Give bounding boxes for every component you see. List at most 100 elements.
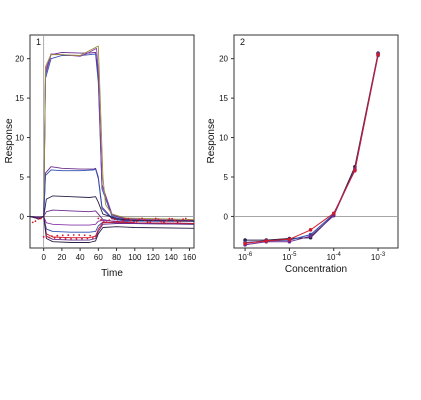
noise-marker [102, 221, 105, 223]
noise-marker [138, 218, 141, 221]
noise-marker [42, 236, 45, 238]
x-tick-label: 10-4 [327, 252, 342, 262]
y-tick-label: 10 [219, 134, 228, 143]
x-tick-label: 80 [112, 253, 121, 262]
noise-marker [157, 218, 160, 221]
data-point [331, 211, 336, 216]
noise-marker [50, 235, 53, 238]
noise-marker [179, 220, 182, 223]
noise-marker [100, 218, 102, 221]
data-point [287, 237, 292, 242]
noise-marker [91, 237, 94, 239]
noise-marker [143, 219, 146, 221]
noise-marker [165, 219, 168, 222]
y-axis-label: Response [4, 118, 15, 163]
noise-marker [141, 217, 143, 220]
noise-marker [168, 217, 171, 220]
plot-frame [233, 34, 399, 249]
noise-marker [119, 221, 122, 224]
noise-marker [78, 234, 81, 236]
noise-marker [149, 221, 152, 223]
noise-marker [111, 217, 113, 220]
series-line [29, 215, 195, 243]
noise-marker [182, 218, 184, 221]
data-point [353, 168, 357, 173]
noise-marker [59, 237, 61, 240]
noise-marker [83, 234, 86, 237]
noise-marker [94, 235, 97, 237]
y-axis-label: Response [206, 118, 217, 163]
noise-marker [70, 238, 72, 240]
y-tick-label: 0 [20, 212, 25, 221]
y-tick-label: 5 [20, 173, 25, 182]
x-tick-label: 40 [76, 253, 85, 262]
x-tick-label: 60 [94, 253, 103, 262]
noise-marker [187, 219, 190, 222]
series-line [29, 47, 195, 221]
y-axis: 0 5 10 15 20 [15, 55, 30, 221]
x-tick-label: 10-6 [238, 252, 253, 262]
x-tick-label: 160 [183, 253, 197, 262]
noise-marker [154, 217, 157, 220]
noise-marker [130, 219, 133, 222]
concentration-response-panel: 10-6 10-5 10-4 10-3 0 5 10 15 20 2 Concentratio… [206, 34, 399, 275]
noise-marker [171, 217, 174, 220]
noise-marker [173, 219, 176, 222]
noise-marker [132, 221, 135, 224]
noise-marker [122, 219, 124, 222]
noise-marker [127, 217, 130, 220]
noise-marker [45, 235, 48, 238]
noise-marker [105, 221, 108, 224]
noise-marker [37, 218, 40, 220]
noise-marker [116, 220, 119, 223]
x-tick-label: 10-3 [371, 252, 386, 262]
noise-marker [75, 238, 78, 240]
y-tick-label: 10 [15, 134, 24, 143]
time-course-panel: 0 20 40 60 80 100 120 140 160 0 5 10 15 20 1 Time Re… [4, 34, 197, 279]
noise-marker [48, 236, 51, 239]
y-tick-label: 20 [219, 55, 228, 64]
panel-label: 2 [240, 37, 245, 47]
series-line [29, 195, 195, 222]
data-point [264, 239, 269, 243]
noise-marker [152, 219, 154, 221]
x-axis: 0 20 40 60 80 100 120 140 160 [41, 248, 197, 262]
noise-marker [72, 234, 75, 236]
data-point [376, 52, 380, 57]
y-tick-label: 20 [15, 55, 24, 64]
noise-marker [40, 217, 42, 220]
series-group [243, 51, 380, 247]
noise-marker [53, 237, 56, 239]
noise-marker [135, 220, 138, 223]
series-line [29, 45, 195, 221]
x-tick-label: 10-5 [282, 252, 297, 262]
plot-frame [29, 34, 195, 249]
y-tick-label: 0 [224, 212, 229, 221]
noise-marker [81, 237, 83, 240]
x-tick-label: 100 [128, 253, 142, 262]
noise-marker [61, 234, 64, 237]
noise-marker [113, 218, 116, 221]
noise-marker [160, 220, 163, 223]
y-tick-label: 15 [219, 94, 228, 103]
noise-marker [34, 220, 37, 223]
noise-marker [108, 219, 111, 222]
x-axis-label: Concentration [285, 264, 347, 275]
data-point [308, 234, 313, 238]
noise-marker [56, 234, 59, 237]
y-axis: 0 5 10 15 20 [219, 55, 234, 221]
x-axis-label: Time [101, 268, 123, 279]
noise-marker [124, 217, 127, 220]
noise-marker [184, 217, 187, 220]
series-line [29, 166, 194, 221]
noise-marker [86, 237, 89, 240]
noise-marker [176, 221, 179, 224]
y-tick-label: 5 [224, 173, 229, 182]
noise-marker [163, 221, 165, 224]
data-point [308, 228, 313, 232]
noise-marker [31, 221, 34, 224]
y-tick-label: 15 [15, 94, 24, 103]
noise-marker [146, 221, 149, 223]
noise-marker [64, 237, 67, 240]
